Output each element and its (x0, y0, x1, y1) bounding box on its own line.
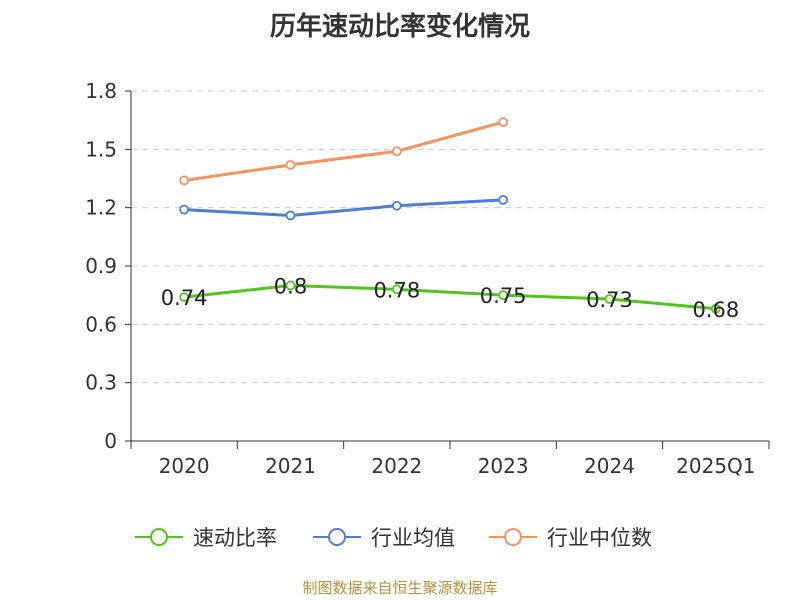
legend-line-icon (313, 528, 361, 546)
chart-title: 历年速动比率变化情况 (269, 12, 530, 42)
x-tick-label: 2024 (584, 454, 635, 478)
data-point[interactable] (285, 159, 296, 170)
data-point[interactable] (391, 146, 402, 157)
legend-line-icon (135, 528, 183, 546)
data-point[interactable] (498, 290, 509, 301)
series-line (184, 283, 716, 311)
data-label: 0.8 (274, 274, 307, 298)
data-label: 0.78 (373, 278, 420, 302)
data-point[interactable] (285, 210, 296, 221)
legend-line-icon (489, 528, 537, 546)
series-line (184, 198, 504, 217)
y-tick-label: 0 (104, 429, 117, 453)
legend-item-industry-mean[interactable]: 行业均值 (311, 521, 455, 553)
grid-lines (131, 90, 769, 384)
legend-item-industry-median[interactable]: 行业中位数 (487, 521, 652, 553)
legend-label: 行业中位数 (547, 526, 652, 550)
y-tick-label: 0.9 (85, 254, 117, 278)
x-tick-label: 2022 (371, 454, 422, 478)
data-point[interactable] (391, 200, 402, 211)
data-point[interactable] (179, 175, 190, 186)
y-tick-label: 0.3 (85, 371, 117, 395)
source-note: 制图数据来自恒生聚源数据库 (302, 579, 498, 597)
series-lines (179, 117, 721, 314)
data-label: 0.68 (692, 298, 739, 322)
data-point[interactable] (710, 303, 721, 314)
y-tick-label: 1.5 (85, 137, 117, 161)
data-point[interactable] (604, 294, 615, 304)
legend-item-quick-ratio[interactable]: 速动比率 (133, 521, 277, 553)
axes: 0 0.3 0.6 0.9 1.2 1.5 1.8 2020 2021 2022 2023 2024 2… (85, 79, 770, 478)
data-point[interactable] (179, 292, 190, 303)
data-point[interactable] (498, 194, 509, 205)
data-label: 0.73 (586, 288, 633, 312)
data-labels: 0.74 0.8 0.78 0.75 0.73 0.68 (161, 274, 739, 321)
x-tick-label: 2025Q1 (676, 454, 755, 478)
data-point[interactable] (179, 204, 190, 215)
y-tick-label: 1.2 (85, 196, 117, 220)
legend-label: 行业均值 (371, 526, 455, 550)
data-point[interactable] (498, 117, 509, 128)
y-tick-label: 0.6 (85, 312, 117, 336)
x-tick-label: 2020 (159, 454, 210, 478)
x-tick-label: 2023 (478, 454, 529, 478)
data-label: 0.74 (161, 286, 208, 310)
y-tick-label: 1.8 (85, 79, 117, 103)
legend-label: 速动比率 (193, 526, 277, 550)
series-line (183, 120, 504, 182)
data-point[interactable] (285, 280, 296, 291)
data-label: 0.75 (480, 284, 527, 308)
data-point[interactable] (391, 284, 402, 295)
x-tick-label: 2021 (265, 454, 316, 478)
